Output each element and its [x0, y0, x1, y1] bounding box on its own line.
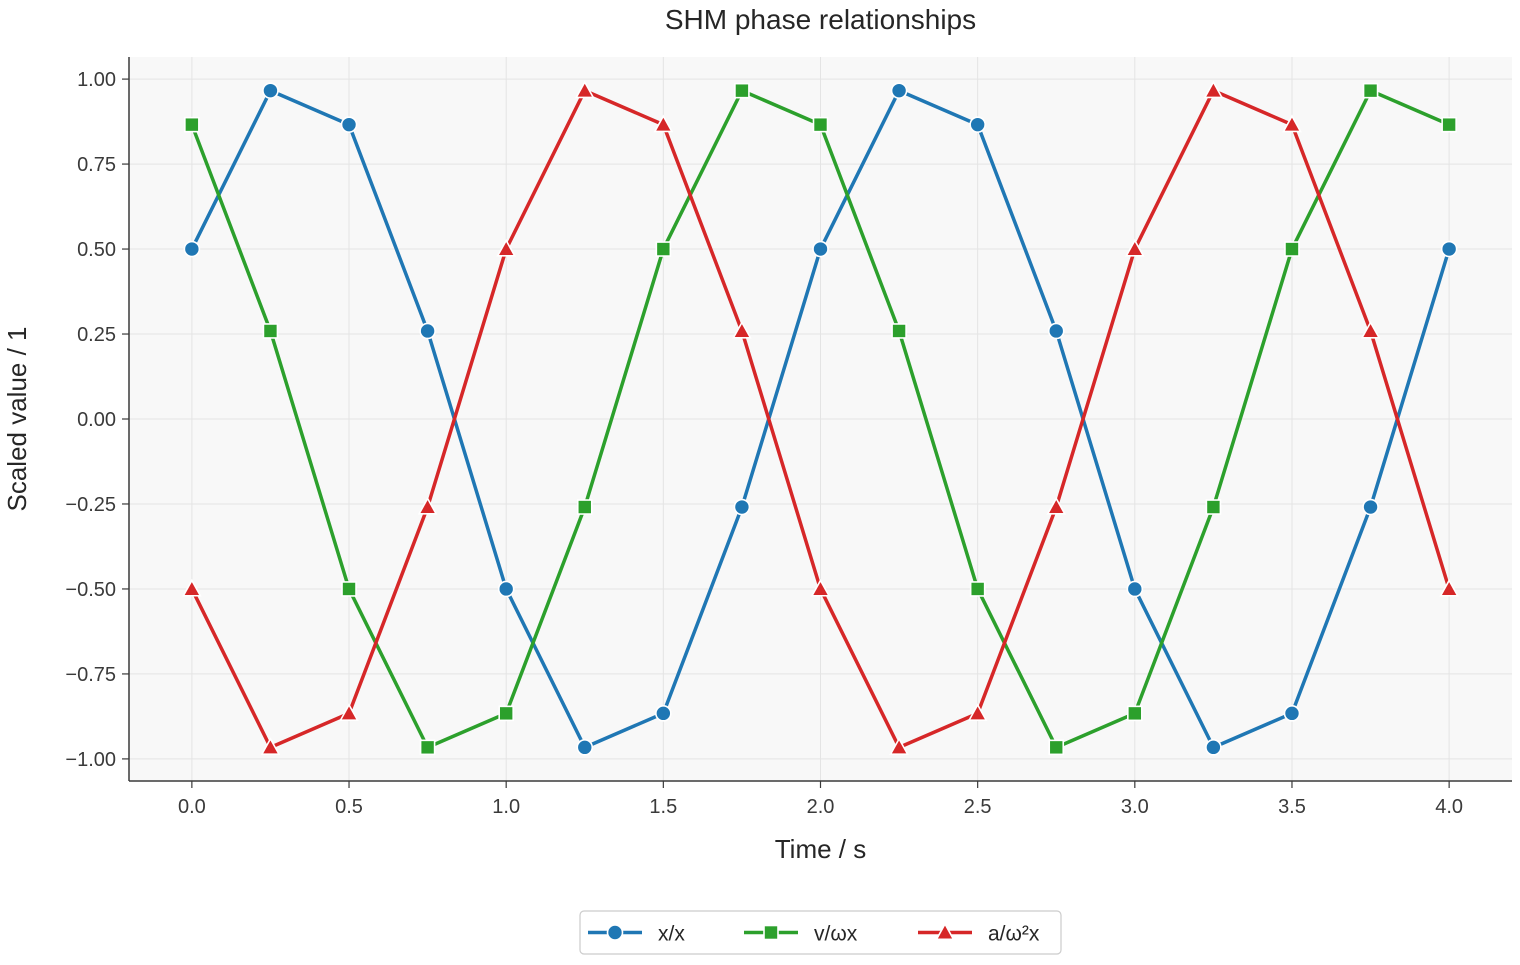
- data-point: [733, 498, 751, 516]
- legend: x/x v/ωx a/ω²x: [579, 910, 1062, 955]
- series-square: [184, 82, 1457, 756]
- data-point: [1046, 496, 1067, 515]
- x-tick-label: 2.0: [807, 796, 835, 818]
- y-tick-label: 1.00: [77, 69, 116, 91]
- data-point: [967, 703, 988, 721]
- data-point: [1283, 705, 1301, 722]
- legend-marker: [935, 922, 955, 941]
- data-point: [1048, 739, 1065, 756]
- legend-label: x/x: [658, 923, 685, 946]
- data-point: [262, 323, 279, 339]
- legend-item: a/ω²x: [918, 922, 1040, 946]
- data-point: [890, 82, 908, 99]
- data-point: [653, 114, 674, 133]
- y-tick-label: 0.75: [77, 154, 116, 176]
- data-point: [417, 496, 438, 515]
- data-point: [810, 578, 831, 597]
- y-tick-label: −0.75: [65, 664, 116, 686]
- y-tick-label: 0.25: [77, 324, 116, 346]
- legend-label: v/ωx: [814, 923, 858, 946]
- legend-box: [579, 910, 1062, 955]
- data-point: [184, 116, 200, 133]
- data-point: [419, 739, 436, 756]
- data-point: [812, 240, 829, 258]
- legend-marker: [606, 924, 624, 941]
- data-point: [1127, 705, 1143, 722]
- data-point: [1360, 320, 1381, 339]
- data-point: [812, 116, 829, 133]
- y-tick-label: −0.25: [65, 494, 116, 516]
- x-tick-label: 4.0: [1435, 796, 1463, 818]
- tick-labels: 0.0 0.5 1.0 1.5 2.0 2.5 3.0 3.5 4.0 1.00 0.75 0.50 0…: [65, 69, 1463, 818]
- data-point: [498, 705, 514, 722]
- data-point: [734, 82, 750, 99]
- x-tick-label: 0.5: [335, 796, 363, 818]
- data-point: [891, 323, 907, 339]
- data-point: [496, 238, 517, 257]
- series-triangle: [182, 80, 1459, 755]
- x-tick-label: 1.0: [492, 796, 520, 818]
- data-point: [339, 703, 359, 721]
- data-point: [1284, 241, 1300, 257]
- data-point: [1047, 322, 1065, 340]
- data-point: [497, 580, 515, 598]
- gridlines: [129, 57, 1512, 781]
- x-tick-label: 0.0: [178, 796, 206, 818]
- data-point: [182, 578, 202, 597]
- y-tick-label: −0.50: [65, 579, 116, 601]
- data-point: [1439, 578, 1459, 597]
- data-point: [655, 241, 672, 257]
- data-point: [183, 240, 201, 258]
- y-tick-label: −1.00: [65, 749, 116, 771]
- data-point: [574, 80, 595, 99]
- data-point: [1124, 238, 1145, 257]
- legend-label: a/ω²x: [988, 923, 1040, 946]
- data-point: [1362, 82, 1379, 99]
- data-point: [1282, 114, 1302, 133]
- x-tick-label: 1.5: [649, 796, 677, 818]
- x-tick-label: 3.5: [1278, 796, 1306, 818]
- series-circle: [183, 82, 1458, 756]
- data-point: [732, 320, 752, 339]
- data-point: [1441, 116, 1457, 133]
- data-point: [1205, 499, 1222, 515]
- data-point: [260, 737, 281, 755]
- x-tick-label: 2.5: [964, 796, 992, 818]
- y-tick-label: 0.00: [77, 409, 116, 431]
- data-point: [419, 322, 436, 340]
- legend-item: v/ωx: [744, 923, 858, 946]
- data-point: [1203, 80, 1224, 99]
- legend-item: x/x: [588, 923, 685, 946]
- y-tick-label: 0.50: [77, 239, 116, 261]
- data-point: [1440, 240, 1458, 258]
- x-axis-title: Time / s: [775, 834, 866, 864]
- legend-marker: [763, 924, 779, 941]
- x-tick-label: 3.0: [1121, 796, 1149, 818]
- data-point: [969, 116, 986, 133]
- data-point: [889, 737, 909, 755]
- data-point: [969, 581, 986, 597]
- data-point: [1126, 580, 1144, 598]
- y-axis-title: Scaled value / 1: [2, 326, 32, 511]
- data-point: [1205, 739, 1222, 756]
- data-point: [341, 581, 357, 597]
- data-point: [1362, 498, 1379, 516]
- data-point: [262, 82, 279, 99]
- data-point: [655, 705, 672, 722]
- data-point: [576, 499, 593, 515]
- data-point: [576, 739, 594, 756]
- chart-title: SHM phase relationships: [665, 4, 976, 35]
- data-point: [340, 116, 358, 133]
- series-layer: [182, 80, 1459, 756]
